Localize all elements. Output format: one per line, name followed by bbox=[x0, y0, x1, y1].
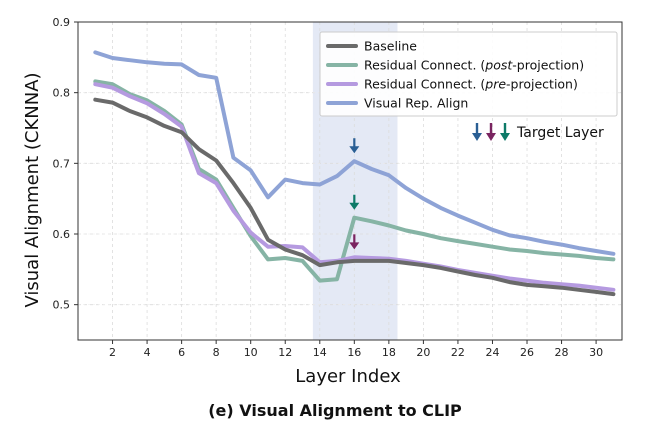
legend-label: Baseline bbox=[364, 39, 417, 54]
target-legend-arrow-head bbox=[500, 133, 510, 141]
x-tick-label: 20 bbox=[416, 346, 430, 359]
legend-entry: Baseline bbox=[326, 39, 417, 54]
legend-box bbox=[319, 31, 618, 117]
x-tick-label: 6 bbox=[178, 346, 185, 359]
legend-label-text: Visual Rep. Align bbox=[364, 96, 468, 111]
y-tick-label: 0.5 bbox=[53, 299, 71, 312]
target-legend-arrow bbox=[486, 123, 496, 141]
x-axis-title: Layer Index bbox=[295, 366, 401, 387]
x-tick-label: 24 bbox=[485, 346, 499, 359]
series-line bbox=[93, 97, 616, 297]
legend-label-italic: post bbox=[484, 58, 513, 73]
legend-label-italic: pre bbox=[484, 77, 506, 92]
x-tick-label: 28 bbox=[555, 346, 569, 359]
legend-entry: Residual Connect. (post-projection) bbox=[326, 58, 584, 73]
x-tick-label: 10 bbox=[244, 346, 258, 359]
legend-entry: Residual Connect. (pre-projection) bbox=[326, 77, 578, 92]
x-tick-label: 30 bbox=[589, 346, 603, 359]
target-layer-label: Target Layer bbox=[516, 125, 604, 141]
target-arrow-head bbox=[349, 202, 360, 210]
target-legend-arrow bbox=[500, 123, 510, 141]
legend-label-text: -projection) bbox=[512, 58, 584, 73]
legend-label-text: Baseline bbox=[364, 39, 417, 54]
legend-label: Residual Connect. (pre-projection) bbox=[364, 77, 578, 92]
x-tick-label: 16 bbox=[347, 346, 361, 359]
target-legend-arrow-head bbox=[486, 133, 496, 141]
y-tick-label: 0.9 bbox=[53, 16, 71, 29]
target-arrow bbox=[349, 194, 360, 210]
legend-entry: Visual Rep. Align bbox=[326, 96, 468, 111]
target-legend-arrow-head bbox=[472, 133, 482, 141]
y-tick-label: 0.8 bbox=[53, 87, 71, 100]
x-tick-label: 2 bbox=[109, 346, 116, 359]
x-tick-label: 14 bbox=[313, 346, 327, 359]
target-arrow-layer bbox=[349, 138, 360, 250]
series-layer bbox=[93, 50, 616, 297]
tick-layer: 2 4 6 8 10 12 14 16 18 20 22 24 26 28 300.50.60.70.80.… bbox=[53, 16, 604, 359]
x-tick-label: 18 bbox=[382, 346, 396, 359]
series-line bbox=[93, 50, 616, 256]
x-tick-label: 4 bbox=[144, 346, 151, 359]
target-arrow-head bbox=[349, 242, 360, 250]
figure-caption: (e) Visual Alignment to CLIP bbox=[208, 401, 462, 420]
x-tick-label: 22 bbox=[451, 346, 465, 359]
plot-frame bbox=[77, 21, 623, 341]
target-legend-arrow bbox=[472, 123, 482, 141]
legend-label-text: Residual Connect. ( bbox=[364, 77, 485, 92]
x-tick-label: 12 bbox=[278, 346, 292, 359]
target-arrow-head bbox=[349, 146, 360, 154]
x-tick-label: 8 bbox=[213, 346, 220, 359]
x-tick-label: 26 bbox=[520, 346, 534, 359]
target-layer-annotation: Target Layer bbox=[472, 123, 604, 141]
y-tick-label: 0.7 bbox=[53, 157, 71, 170]
series-line bbox=[93, 82, 616, 292]
y-tick-label: 0.6 bbox=[53, 228, 71, 241]
legend-label-text: -projection) bbox=[506, 77, 578, 92]
plot-frame-layer bbox=[77, 21, 623, 341]
legend-label: Visual Rep. Align bbox=[364, 96, 468, 111]
legend-label: Residual Connect. (post-projection) bbox=[364, 58, 584, 73]
legend-label-text: Residual Connect. ( bbox=[364, 58, 485, 73]
y-axis-title: Visual Alignment (CKNNA) bbox=[22, 72, 43, 307]
target-arrow bbox=[349, 138, 360, 154]
target-arrow bbox=[349, 234, 360, 250]
